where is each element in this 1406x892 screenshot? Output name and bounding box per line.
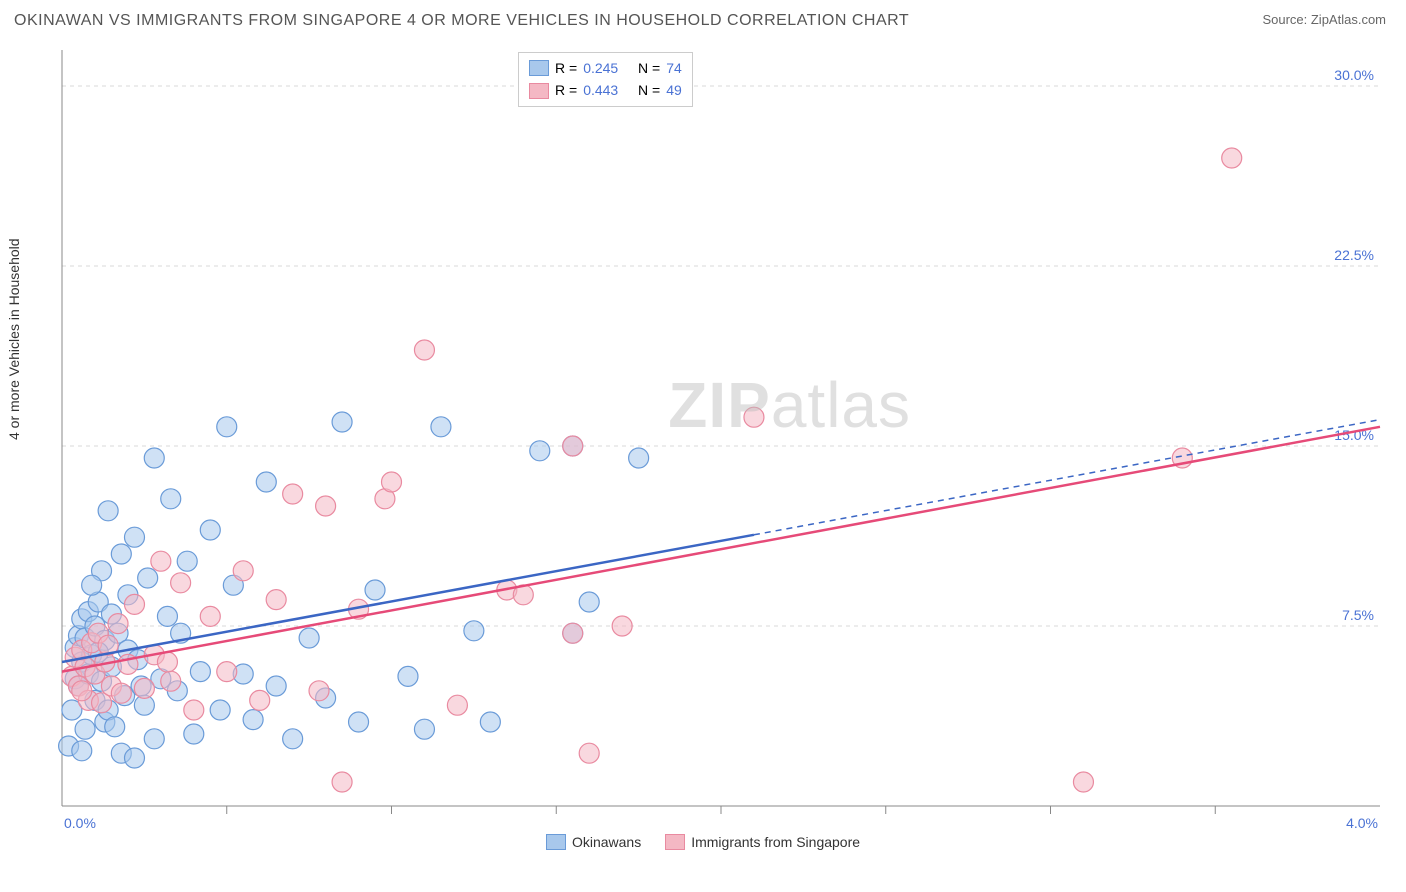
corr-row-okinawans: R = 0.245 N = 74 [529,57,682,79]
correlation-legend: R = 0.245 N = 74 R = 0.443 N = 49 [518,52,693,107]
legend-item-okinawans: Okinawans [546,834,641,850]
svg-text:22.5%: 22.5% [1334,247,1374,263]
swatch-okinawans [546,834,566,850]
n-label: N = [638,79,660,101]
r-label: R = [555,57,577,79]
n-value-okinawans: 74 [666,57,682,79]
r-value-singapore: 0.443 [583,79,618,101]
n-label: N = [638,57,660,79]
source-label: Source: ZipAtlas.com [1262,12,1386,27]
y-axis-label: 4 or more Vehicles in Household [6,238,22,440]
legend-label-singapore: Immigrants from Singapore [691,834,860,850]
r-value-okinawans: 0.245 [583,57,618,79]
svg-text:30.0%: 30.0% [1334,67,1374,83]
scatter-chart: 7.5%15.0%22.5%30.0%0.0%4.0% [48,40,1388,830]
series-legend: Okinawans Immigrants from Singapore [0,834,1406,850]
chart-title: OKINAWAN VS IMMIGRANTS FROM SINGAPORE 4 … [14,12,909,30]
svg-text:7.5%: 7.5% [1342,607,1374,623]
swatch-okinawans [529,60,549,76]
legend-label-okinawans: Okinawans [572,834,641,850]
n-value-singapore: 49 [666,79,682,101]
corr-row-singapore: R = 0.443 N = 49 [529,79,682,101]
swatch-singapore [665,834,685,850]
legend-item-singapore: Immigrants from Singapore [665,834,860,850]
r-label: R = [555,79,577,101]
swatch-singapore [529,83,549,99]
svg-text:0.0%: 0.0% [64,815,96,830]
svg-text:4.0%: 4.0% [1346,815,1378,830]
